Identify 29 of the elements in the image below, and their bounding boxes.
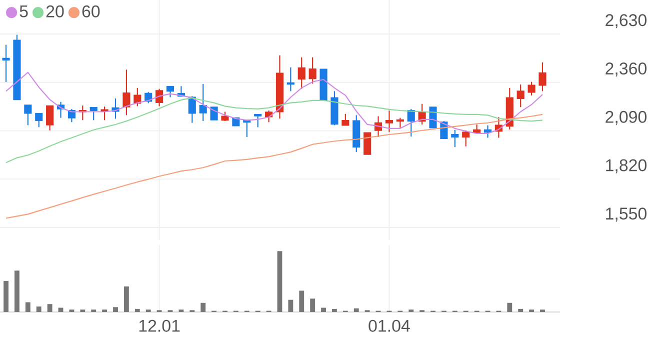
bar xyxy=(134,308,140,312)
bar xyxy=(299,290,304,312)
bar xyxy=(200,302,206,312)
bar xyxy=(321,308,326,312)
bar xyxy=(518,308,524,312)
bar xyxy=(4,280,8,312)
bar xyxy=(277,251,282,312)
y-tick-label: 2,360 xyxy=(606,62,647,77)
y-tick-label: 1,550 xyxy=(606,208,647,222)
bar xyxy=(124,286,129,312)
bar xyxy=(25,302,30,312)
legend-label: 60 xyxy=(82,5,100,18)
bar xyxy=(14,270,20,312)
bar xyxy=(36,306,42,312)
x-tick-label: 01.04 xyxy=(368,320,410,332)
bar xyxy=(47,304,52,312)
bar xyxy=(288,300,294,312)
y-tick-label: 2,630 xyxy=(606,14,647,28)
x-tick-label: 12.01 xyxy=(139,320,180,332)
bar xyxy=(58,308,64,312)
bar xyxy=(354,308,359,312)
y-tick-label: 1,820 xyxy=(606,159,647,174)
y-tick-label: 2,090 xyxy=(606,110,647,125)
bar xyxy=(113,307,118,312)
bar xyxy=(507,302,512,312)
bar xyxy=(310,298,316,312)
legend-label: 5 xyxy=(20,5,28,18)
bar xyxy=(332,308,337,312)
legend-label: 20 xyxy=(46,5,64,18)
